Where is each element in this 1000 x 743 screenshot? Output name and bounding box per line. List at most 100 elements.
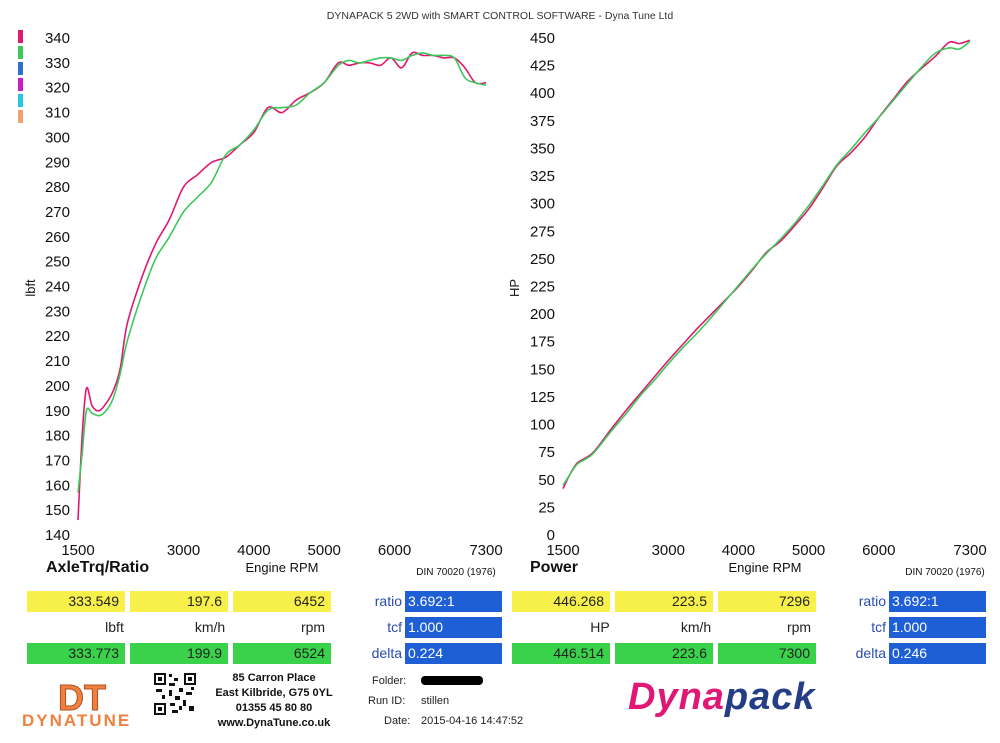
torque-xtick-label: 6000 [378,542,411,559]
ratio-value-right: 3.692:1 [889,591,986,612]
torque-ytick-label: 290 [45,154,70,171]
power-ytick-label: 200 [530,306,555,323]
torque-ytick-label: 340 [45,30,70,47]
qr-code-icon [153,672,197,716]
power-ytick-label: 125 [530,389,555,406]
power-ytick-label: 50 [538,472,555,489]
run-id-value: stillen [421,695,450,707]
tcf-value: 1.000 [405,617,502,638]
power-ytick-label: 225 [530,279,555,296]
folder-redacted [421,676,483,685]
dynapack-logo: Dynapack [628,676,816,719]
torque-readout-1: 333.549 [27,591,125,612]
torque-chart-title: AxleTrq/Ratio [46,559,149,576]
speed-readout-2: 199.9 [130,643,228,664]
torque-ytick-label: 250 [45,254,70,271]
dyno-charts: 1401501601701801902002102202302402502602… [23,30,987,578]
torque-xlabel: Engine RPM [246,560,319,575]
torque-ytick-label: 190 [45,403,70,420]
power-footnote: DIN 70020 (1976) [905,567,985,578]
torque-ylabel: lbft [23,279,38,297]
delta-value-right: 0.246 [889,643,986,664]
torque-ytick-label: 300 [45,129,70,146]
power-xlabel: Engine RPM [729,560,802,575]
legend-swatch [18,30,23,43]
power-series-line-1 [562,39,971,489]
rpm-readout-4: 7300 [718,643,816,664]
torque-ytick-label: 260 [45,229,70,246]
torque-xtick-label: 1500 [61,542,94,559]
torque-ytick-label: 270 [45,204,70,221]
torque-ytick-label: 140 [45,527,70,544]
torque-readout-2: 333.773 [27,643,125,664]
website: www.DynaTune.co.uk [217,717,331,729]
power-xtick-label: 6000 [862,542,895,559]
power-ytick-label: 75 [538,444,555,461]
torque-chart: 140 150 160 170 180 190 200 210 220 230 240 250 260 2… [45,30,503,559]
dt-letters: DT [58,677,106,718]
torque-footnote: DIN 70020 (1976) [416,567,496,578]
power-xtick-label: 3000 [652,542,685,559]
legend-swatch [18,78,23,91]
power-xtick-label: 7300 [953,542,986,559]
legend-swatch [18,46,23,59]
speed-readout-3: 223.5 [615,591,713,612]
tcf-label: tcf [387,619,402,635]
power-xtick-label: 1500 [546,542,579,559]
address-line-1: 85 Carron Place [232,672,316,684]
power-ytick-label: 150 [530,361,555,378]
report-title: DYNAPACK 5 2WD with SMART CONTROL SOFTWA… [326,10,674,22]
torque-ytick-label: 150 [45,502,70,519]
tcf-value-right: 1.000 [889,617,986,638]
torque-ytick-label: 310 [45,105,70,122]
ratio-value: 3.692:1 [405,591,502,612]
power-ytick-label: 250 [530,251,555,268]
torque-ytick-label: 200 [45,378,70,395]
power-ytick-label: 425 [530,58,555,75]
date-label: Date: [384,715,411,727]
power-chart: 0 25 50 75 100 125 150 175 200 225 250 275 300 325 350… [530,30,987,559]
torque-xtick-label: 7300 [469,542,502,559]
run-id-label: Run ID: [368,695,406,707]
torque-ytick-label: 160 [45,477,70,494]
power-unit: HP [590,619,610,635]
power-ylabel: HP [507,279,522,297]
address-line-2: East Kilbride, G75 0YL [215,687,333,699]
power-xtick-label: 5000 [792,542,825,559]
power-ytick-label: 375 [530,113,555,130]
torque-ytick-label: 240 [45,279,70,296]
power-chart-title: Power [530,559,578,576]
speed-unit-right: km/h [680,619,712,635]
power-ytick-label: 400 [530,85,555,102]
rpm-readout-3: 7296 [718,591,816,612]
legend-swatch [18,62,23,75]
run-legend [18,30,24,124]
rpm-unit-right: rpm [786,619,812,635]
torque-xtick-label: 4000 [237,542,270,559]
dynapack-logo-b: pack [724,676,816,718]
torque-xtick-label: 3000 [167,542,200,559]
power-readout-1: 446.268 [512,591,610,612]
power-ytick-label: 300 [530,196,555,213]
power-ytick-label: 100 [530,417,555,434]
speed-readout-1: 197.6 [130,591,228,612]
power-ytick-label: 0 [547,527,555,544]
folder-label: Folder: [372,675,407,687]
torque-ytick-label: 330 [45,55,70,72]
rpm-readout-2: 6524 [233,643,331,664]
speed-readout-4: 223.6 [615,643,713,664]
torque-ytick-label: 180 [45,428,70,445]
tcf-label-right: tcf [871,619,886,635]
legend-swatch [18,94,23,107]
torque-series-line-1 [77,51,487,521]
dynapack-logo-a: Dyna [628,676,725,718]
speed-unit: km/h [194,619,226,635]
torque-unit: lbft [105,619,124,635]
rpm-readout-1: 6452 [233,591,331,612]
dealer-address: 85 Carron Place East Kilbride, G75 0YL 0… [214,671,334,731]
torque-ytick-label: 170 [45,452,70,469]
power-ytick-label: 25 [538,499,555,516]
torque-ytick-label: 280 [45,179,70,196]
power-ytick-label: 275 [530,223,555,240]
torque-ytick-label: 320 [45,80,70,97]
